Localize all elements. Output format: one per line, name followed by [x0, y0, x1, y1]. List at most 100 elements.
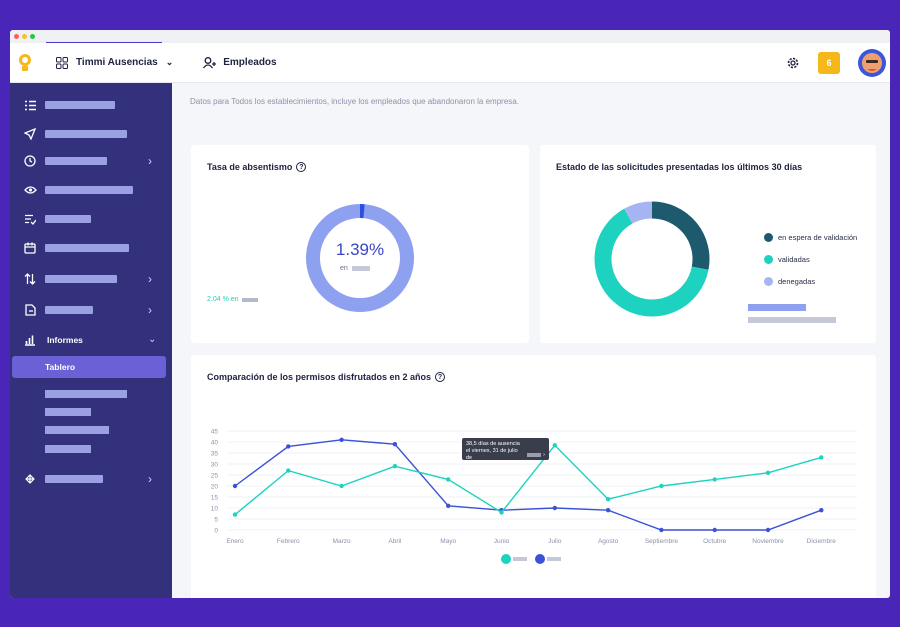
absenteeism-value: 1.39%: [335, 240, 385, 259]
sidebar-label-placeholder: [45, 244, 129, 252]
employees-link[interactable]: Empleados: [203, 56, 277, 69]
series-line: [234, 439, 822, 531]
sidebar-label-placeholder: [45, 186, 133, 194]
donut-slice[interactable]: [624, 201, 653, 224]
legend-item[interactable]: denegadas: [764, 277, 815, 286]
requests-title: Estado de las solicitudes presentadas lo…: [556, 162, 803, 172]
comparison-card: Comparación de los permisos disfrutados …: [191, 355, 876, 598]
help-icon[interactable]: ?: [296, 162, 307, 172]
data-point[interactable]: [712, 477, 717, 482]
sidebar-subitem-placeholder[interactable]: [45, 445, 91, 453]
help-icon[interactable]: ?: [435, 372, 446, 382]
notification-badge[interactable]: 6: [818, 51, 840, 74]
sidebar-item-view[interactable]: [10, 180, 172, 200]
data-point[interactable]: [286, 444, 291, 449]
data-point[interactable]: [765, 470, 771, 475]
card-title: Comparación de los permisos disfrutados …: [207, 372, 446, 382]
data-point[interactable]: [339, 483, 344, 489]
data-point[interactable]: [659, 527, 664, 533]
bar-chart-icon: [23, 333, 37, 347]
requests-donut-chart: [594, 201, 710, 317]
data-point[interactable]: [819, 508, 824, 513]
sidebar-item-validation[interactable]: [10, 209, 172, 229]
legend-dot: [764, 255, 773, 264]
sidebar-subitem-placeholder[interactable]: [45, 426, 109, 434]
absenteeism-gauge: [306, 204, 414, 312]
sidebar-item-reports[interactable]: Informes ⌄: [10, 330, 172, 350]
legend-placeholder-bar: [748, 304, 806, 311]
legend-item[interactable]: en espera de validación: [764, 233, 857, 242]
absenteeism-card: Tasa de absentismo ? 1.39% en 2.04 % en: [191, 145, 529, 343]
legend-label: en espera de validación: [778, 233, 858, 242]
sidebar-item-history[interactable]: ›: [10, 151, 172, 171]
legend-placeholder: [513, 557, 527, 561]
data-point[interactable]: [712, 527, 717, 533]
app-logo[interactable]: [10, 53, 40, 73]
clock-icon: [23, 154, 37, 168]
y-tick-label: 20: [211, 484, 219, 491]
y-tick-label: 35: [211, 451, 219, 458]
avatar[interactable]: [858, 48, 886, 77]
chevron-right-icon: ›: [148, 272, 152, 286]
donut-slice[interactable]: [651, 201, 710, 270]
tooltip-line-1: 38,5 días de ausencia: [466, 441, 520, 447]
sidebar-item-integrations[interactable]: ›: [10, 469, 172, 489]
sidebar: › ›: [10, 83, 172, 598]
sidebar-item-balances[interactable]: ›: [10, 269, 172, 289]
data-point[interactable]: [552, 505, 557, 511]
data-point[interactable]: [552, 443, 557, 448]
chevron-down-icon: ⌄: [148, 334, 157, 345]
data-point[interactable]: [605, 508, 611, 513]
legend-item[interactable]: validadas: [764, 255, 810, 264]
main-content: Datos para Todos los establecimientos, i…: [172, 83, 890, 598]
legend-toggle[interactable]: [535, 554, 545, 564]
data-point[interactable]: [819, 455, 824, 460]
data-point[interactable]: [605, 497, 611, 502]
absenteeism-sub-label: en: [340, 265, 348, 272]
sidebar-label-placeholder: [45, 306, 93, 314]
legend-toggle[interactable]: [501, 554, 511, 564]
data-point[interactable]: [765, 527, 771, 533]
chevron-right-icon: ›: [148, 154, 152, 168]
x-tick-label: Mayo: [440, 538, 456, 545]
data-point[interactable]: [392, 442, 398, 447]
sidebar-item-tablero[interactable]: Tablero: [12, 356, 166, 378]
donut-slice[interactable]: [594, 208, 709, 317]
minimize-dot[interactable]: [22, 34, 27, 39]
y-tick-label: 45: [211, 429, 219, 436]
close-dot[interactable]: [14, 34, 19, 39]
sidebar-item-tasks[interactable]: [10, 95, 172, 115]
card-title: Tasa de absentismo ?: [207, 162, 307, 172]
app-switcher[interactable]: Timmi Ausencias ⌄: [56, 56, 174, 69]
chevron-right-icon: ›: [148, 472, 152, 486]
tooltip-line-2-wrap: el viernes, 31 de julio de ›: [466, 448, 545, 462]
sidebar-label-placeholder: [45, 130, 127, 138]
data-point[interactable]: [232, 512, 238, 517]
sidebar-subitem-placeholder[interactable]: [45, 408, 91, 416]
data-point[interactable]: [286, 468, 291, 473]
calendar-icon: [23, 241, 37, 255]
redacted-placeholder: [241, 297, 258, 302]
maximize-dot[interactable]: [30, 34, 35, 39]
data-point[interactable]: [446, 477, 451, 482]
chevron-down-icon: ⌄: [165, 57, 174, 67]
sidebar-subitem-placeholder[interactable]: [45, 390, 127, 398]
x-tick-label: Agosto: [598, 538, 619, 545]
absenteeism-compare: 2.04 % en: [207, 296, 258, 303]
top-bar: Timmi Ausencias ⌄ Empleados 6: [10, 43, 890, 83]
user-avatar-icon: [862, 52, 882, 73]
data-point[interactable]: [392, 464, 398, 469]
data-point[interactable]: [659, 483, 664, 489]
y-tick-label: 25: [211, 473, 219, 480]
sidebar-item-documents[interactable]: ›: [10, 300, 172, 320]
x-tick-label: Febrero: [277, 538, 300, 545]
data-point[interactable]: [499, 510, 504, 515]
series-line: [234, 444, 822, 516]
data-point[interactable]: [232, 483, 238, 489]
sidebar-item-requests[interactable]: [10, 124, 172, 144]
data-point[interactable]: [339, 437, 344, 442]
data-point[interactable]: [446, 503, 451, 508]
gear-icon[interactable]: [786, 56, 800, 70]
sidebar-item-calendar[interactable]: [10, 238, 172, 258]
sidebar-item-label: Tablero: [45, 362, 76, 372]
